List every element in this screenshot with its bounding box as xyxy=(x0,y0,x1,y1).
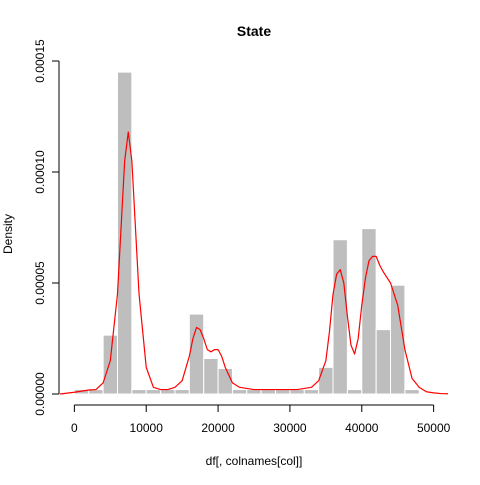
y-tick-label: 0.00005 xyxy=(33,261,47,305)
x-axis: 0 10000 20000 30000 40000 50000 xyxy=(71,405,451,435)
x-tick-label: 30000 xyxy=(273,421,307,435)
histogram-bar xyxy=(232,390,246,394)
histogram-bar xyxy=(146,390,160,394)
bars-layer xyxy=(74,72,419,394)
y-axis-label: Density xyxy=(1,214,15,254)
histogram-bar xyxy=(319,367,333,394)
x-tick-label: 50000 xyxy=(417,421,451,435)
histogram-bar xyxy=(304,390,318,394)
histogram-bar xyxy=(132,390,146,394)
x-tick-label: 20000 xyxy=(201,421,235,435)
x-tick-label: 10000 xyxy=(130,421,164,435)
histogram-bar xyxy=(175,390,189,394)
histogram-bar xyxy=(103,335,117,394)
histogram-bar xyxy=(333,240,347,394)
histogram-bar xyxy=(290,390,304,394)
histogram-bar xyxy=(218,368,232,394)
y-tick-label: 0.00000 xyxy=(33,372,47,416)
histogram-bar xyxy=(276,390,290,394)
histogram-bar xyxy=(204,358,218,394)
histogram-bar xyxy=(247,390,261,394)
x-axis-label: df[, colnames[col]] xyxy=(206,454,303,468)
x-tick-label: 40000 xyxy=(345,421,379,435)
histogram-bar xyxy=(405,390,419,394)
y-axis: 0.00000 0.00005 0.00010 0.00015 xyxy=(33,39,59,416)
histogram-bar xyxy=(161,390,175,394)
y-tick-label: 0.00015 xyxy=(33,39,47,83)
chart-title: State xyxy=(237,23,271,39)
histogram-bar xyxy=(117,72,131,394)
histogram-bar xyxy=(376,330,390,394)
x-tick-label: 0 xyxy=(71,421,78,435)
y-tick-label: 0.00010 xyxy=(33,150,47,194)
histogram-bar xyxy=(347,390,361,394)
histogram-bar xyxy=(362,229,376,394)
histogram-bar xyxy=(189,314,203,394)
histogram-bar xyxy=(261,390,275,394)
